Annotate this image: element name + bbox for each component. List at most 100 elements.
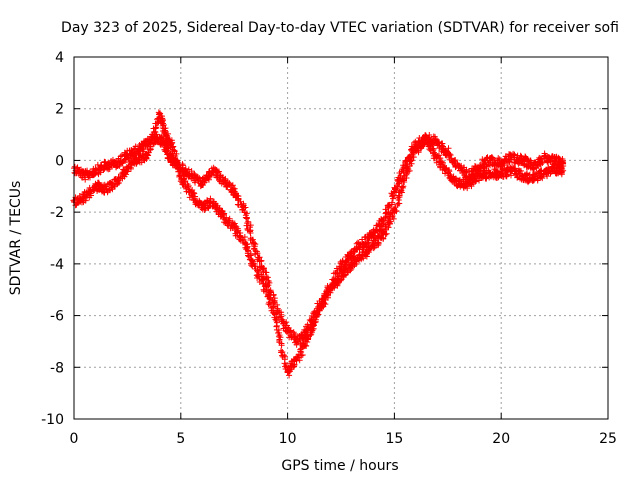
data-point-fill — [539, 175, 546, 182]
data-point-fill — [151, 128, 158, 135]
data-point-fill — [117, 153, 124, 160]
data-point-fill — [173, 150, 180, 157]
data-point-fill — [258, 258, 265, 265]
data-point-fill — [191, 195, 198, 202]
data-point-fill — [464, 185, 471, 192]
data-point-fill — [273, 323, 280, 330]
x-tick-label: 10 — [279, 431, 297, 447]
y-tick-label: -8 — [50, 360, 64, 376]
data-point-fill — [452, 157, 459, 164]
data-point-fill — [385, 224, 392, 231]
data-point-fill — [396, 194, 403, 201]
data-point-fill — [270, 291, 277, 298]
data-point-fill — [251, 263, 258, 270]
data-point-fill — [511, 151, 518, 158]
data-point-fill — [80, 194, 87, 201]
data-point-fill — [192, 179, 199, 186]
data-point-fill — [108, 180, 115, 187]
data-point-fill — [270, 303, 277, 310]
plot-border — [73, 56, 609, 420]
data-point-fill — [338, 267, 345, 274]
x-tick-label: 5 — [176, 431, 185, 447]
data-point-fill — [371, 235, 378, 242]
data-point-fill — [182, 165, 189, 172]
data-point-fill — [152, 124, 159, 131]
x-tick-label: 0 — [70, 431, 79, 447]
data-point-fill — [544, 173, 551, 180]
data-point-fill — [365, 233, 372, 240]
data-point-fill — [377, 223, 384, 230]
y-tick-label: -6 — [50, 309, 64, 325]
data-point-fill — [247, 252, 254, 259]
data-point-fill — [384, 211, 391, 218]
data-point-fill — [140, 145, 147, 152]
data-point-fill — [213, 206, 220, 213]
data-point-fill — [266, 299, 273, 306]
data-point-fill — [304, 338, 311, 345]
data-point-fill — [521, 155, 528, 162]
data-point-fill — [100, 166, 107, 173]
data-point-fill — [476, 177, 483, 184]
data-point-fill — [389, 199, 396, 206]
data-point-fill — [370, 245, 377, 252]
data-point-fill — [82, 176, 89, 183]
data-point-fill — [258, 276, 265, 283]
data-point-fill — [216, 177, 223, 184]
series-track-b — [70, 109, 567, 379]
data-point-fill — [517, 152, 524, 159]
data-point-fill — [398, 187, 405, 194]
data-point-fill — [285, 369, 292, 376]
data-point-fill — [366, 246, 373, 253]
data-point-fill — [245, 218, 252, 225]
data-point-fill — [400, 175, 407, 182]
data-point-fill — [135, 146, 142, 153]
data-point-fill — [247, 222, 254, 229]
data-point-fill — [249, 257, 256, 264]
data-point-fill — [537, 167, 544, 174]
data-point-fill — [372, 229, 379, 236]
y-tick-label: -10 — [41, 412, 64, 428]
data-point-fill — [222, 175, 229, 182]
data-point-fill — [148, 139, 155, 146]
data-point-fill — [403, 164, 410, 171]
data-point-fill — [274, 301, 281, 308]
data-point-fill — [423, 134, 430, 141]
data-point-fill — [314, 311, 321, 318]
data-point-fill — [283, 319, 290, 326]
data-point — [263, 286, 270, 293]
data-point-fill — [174, 157, 181, 164]
data-point-fill — [364, 240, 371, 247]
data-points — [70, 109, 567, 379]
data-point-fill — [390, 195, 397, 202]
data-point-fill — [291, 362, 298, 369]
data-point-fill — [432, 135, 439, 142]
data-point-fill — [293, 341, 300, 348]
data-point-fill — [415, 149, 422, 156]
data-point-fill — [270, 309, 277, 316]
data-point-fill — [490, 155, 497, 162]
data-point-fill — [298, 348, 305, 355]
data-point-fill — [390, 188, 397, 195]
data-point-fill — [251, 245, 258, 252]
data-point-fill — [312, 316, 319, 323]
data-point-fill — [396, 200, 403, 207]
data-point — [560, 167, 567, 174]
data-point-fill — [439, 161, 446, 168]
data-point-fill — [281, 352, 288, 359]
data-point-fill — [161, 127, 168, 134]
data-point-fill — [266, 301, 273, 308]
y-tick-label: 0 — [55, 153, 64, 169]
data-point-fill — [488, 154, 495, 161]
data-point-fill — [252, 241, 259, 248]
data-point-fill — [230, 185, 237, 192]
data-point-fill — [287, 328, 294, 335]
data-point-fill — [524, 156, 531, 163]
data-point-fill — [97, 169, 104, 176]
data-point-fill — [116, 176, 123, 183]
grid — [74, 57, 608, 419]
data-point-fill — [383, 230, 390, 237]
data-point-fill — [503, 167, 510, 174]
data-point-fill — [485, 167, 492, 174]
data-point-fill — [249, 236, 256, 243]
